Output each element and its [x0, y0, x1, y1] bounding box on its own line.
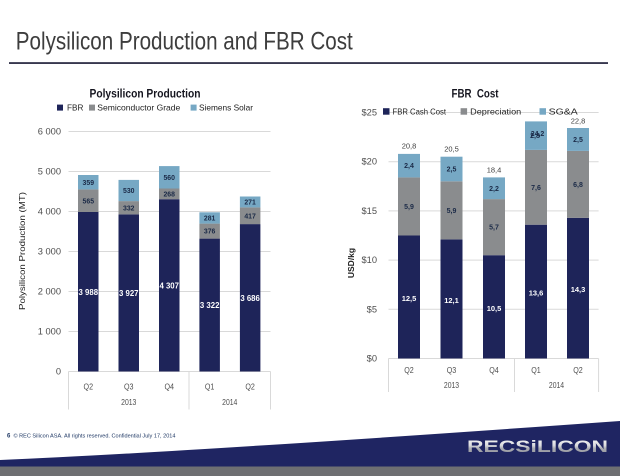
svg-text:$25: $25: [361, 108, 377, 118]
svg-text:Q3: Q3: [447, 366, 457, 375]
svg-text:271: 271: [244, 200, 256, 207]
svg-text:2014: 2014: [549, 381, 565, 390]
svg-text:1 000: 1 000: [38, 327, 61, 337]
svg-text:$15: $15: [361, 206, 377, 216]
svg-text:$0: $0: [367, 354, 377, 364]
svg-text:560: 560: [163, 175, 175, 182]
svg-text:13,6: 13,6: [529, 289, 544, 298]
svg-text:22,8: 22,8: [571, 116, 586, 125]
svg-text:Q1: Q1: [205, 383, 215, 392]
svg-text:Q2: Q2: [245, 383, 255, 392]
svg-text:3 927: 3 927: [119, 289, 139, 298]
svg-text:Q3: Q3: [124, 383, 134, 392]
svg-text:24,2: 24,2: [531, 131, 545, 138]
svg-text:14,3: 14,3: [571, 285, 586, 294]
svg-text:Q2: Q2: [84, 383, 94, 392]
svg-text:FBR: FBR: [67, 103, 83, 112]
svg-text:5,9: 5,9: [404, 204, 414, 211]
svg-text:FBR Cost: FBR Cost: [452, 87, 499, 101]
svg-text:5,9: 5,9: [447, 208, 457, 215]
svg-text:2,8: 2,8: [530, 133, 540, 140]
svg-text:Polysilicon Production and FBR: Polysilicon Production and FBR Cost: [16, 28, 353, 56]
svg-text:2,2: 2,2: [489, 186, 499, 193]
svg-text:Siemens Solar: Siemens Solar: [199, 103, 253, 112]
svg-text:2013: 2013: [121, 398, 137, 407]
svg-text:6: 6: [7, 434, 11, 440]
svg-text:10,5: 10,5: [487, 304, 502, 313]
svg-text:Polysilicon Production (MT): Polysilicon Production (MT): [17, 192, 27, 310]
svg-text:0: 0: [56, 367, 61, 377]
svg-text:Q2: Q2: [404, 366, 414, 375]
svg-text:3 322: 3 322: [200, 301, 220, 310]
svg-text:Q4: Q4: [164, 383, 174, 392]
svg-text:Semiconductor Grade: Semiconductor Grade: [97, 103, 180, 112]
svg-text:© REC Silicon ASA. All rights: © REC Silicon ASA. All rights reserved. …: [14, 433, 176, 440]
svg-text:2014: 2014: [222, 398, 238, 407]
svg-text:5,7: 5,7: [489, 225, 499, 232]
svg-text:Q2: Q2: [573, 366, 583, 375]
svg-text:$20: $20: [361, 157, 377, 167]
svg-text:4 307: 4 307: [159, 282, 179, 291]
svg-text:530: 530: [123, 188, 135, 195]
svg-text:Polysilicon Production: Polysilicon Production: [90, 87, 201, 101]
svg-text:2 000: 2 000: [38, 287, 61, 297]
svg-text:376: 376: [204, 229, 216, 236]
svg-text:RECSiLICON: RECSiLICON: [467, 437, 608, 456]
svg-text:USD/kg: USD/kg: [346, 248, 356, 278]
svg-text:332: 332: [123, 205, 135, 212]
svg-text:6 000: 6 000: [38, 127, 61, 137]
svg-text:6,8: 6,8: [573, 182, 583, 189]
svg-text:18,4: 18,4: [487, 165, 502, 174]
svg-text:2,5: 2,5: [447, 167, 457, 174]
svg-text:565: 565: [83, 198, 95, 205]
svg-text:SG&A: SG&A: [549, 107, 579, 116]
svg-text:281: 281: [204, 216, 216, 223]
svg-text:20,5: 20,5: [444, 145, 459, 154]
svg-text:12,5: 12,5: [402, 294, 417, 303]
svg-text:359: 359: [83, 180, 95, 187]
svg-text:5 000: 5 000: [38, 167, 61, 177]
svg-text:FBR Cash Cost: FBR Cash Cost: [393, 107, 447, 116]
svg-text:7,6: 7,6: [531, 185, 541, 192]
svg-text:Q4: Q4: [489, 366, 499, 375]
svg-text:Depreciation: Depreciation: [470, 107, 521, 116]
svg-text:$5: $5: [367, 304, 377, 314]
svg-text:12,1: 12,1: [444, 296, 459, 305]
svg-text:3 686: 3 686: [240, 294, 260, 303]
svg-text:3 988: 3 988: [79, 288, 99, 297]
svg-text:4 000: 4 000: [38, 207, 61, 217]
svg-text:2,4: 2,4: [404, 163, 414, 170]
svg-text:20,8: 20,8: [402, 142, 417, 151]
svg-text:$10: $10: [361, 255, 377, 265]
svg-text:417: 417: [244, 213, 256, 220]
svg-text:2013: 2013: [444, 381, 460, 390]
svg-text:Q1: Q1: [531, 366, 541, 375]
svg-text:268: 268: [163, 191, 175, 198]
svg-text:3 000: 3 000: [38, 247, 61, 257]
svg-text:2,5: 2,5: [573, 137, 583, 144]
